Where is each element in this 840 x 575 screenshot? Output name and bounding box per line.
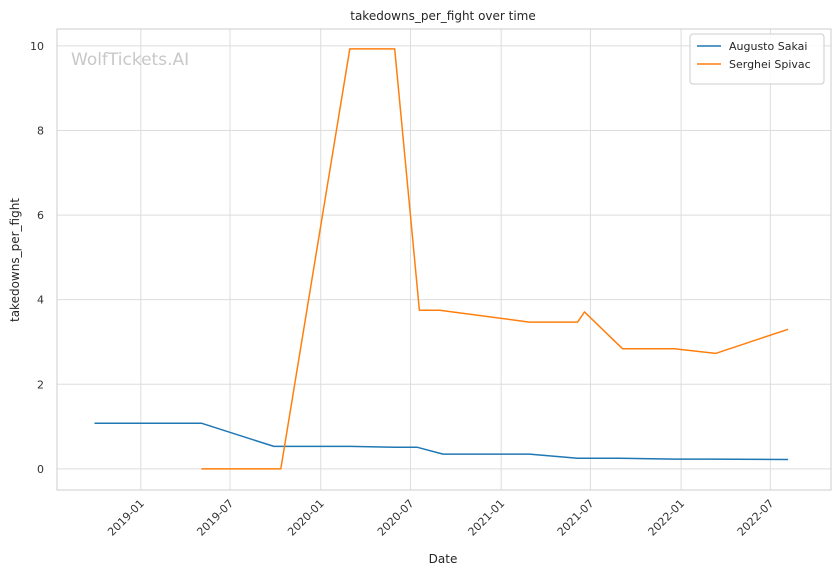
plot-frame bbox=[56, 28, 832, 491]
y-axis-ticks: 0 2 4 6 8 10 bbox=[30, 40, 44, 476]
y-tick-label: 2 bbox=[37, 378, 44, 391]
legend-label: Serghei Spivac bbox=[729, 58, 811, 71]
y-tick-label: 4 bbox=[37, 294, 44, 307]
series-line-serghei-spivac bbox=[201, 48, 789, 470]
y-tick-label: 0 bbox=[37, 463, 44, 476]
chart-title: takedowns_per_fight over time bbox=[350, 9, 536, 23]
series-layer bbox=[94, 48, 789, 470]
plot-area bbox=[57, 29, 831, 490]
legend-label: Augusto Sakai bbox=[729, 40, 807, 53]
gridlines bbox=[57, 29, 831, 490]
watermark-text: WolfTickets.AI bbox=[71, 50, 189, 70]
y-tick-label: 10 bbox=[30, 40, 44, 53]
legend: Augusto Sakai Serghei Spivac bbox=[689, 33, 825, 85]
x-axis-label: Date bbox=[429, 552, 458, 566]
y-tick-label: 6 bbox=[37, 209, 44, 222]
series-line-augusto-sakai bbox=[94, 422, 789, 461]
y-axis-label: takedowns_per_fight bbox=[8, 198, 22, 322]
y-tick-label: 8 bbox=[37, 125, 44, 138]
legend-box bbox=[689, 33, 825, 85]
